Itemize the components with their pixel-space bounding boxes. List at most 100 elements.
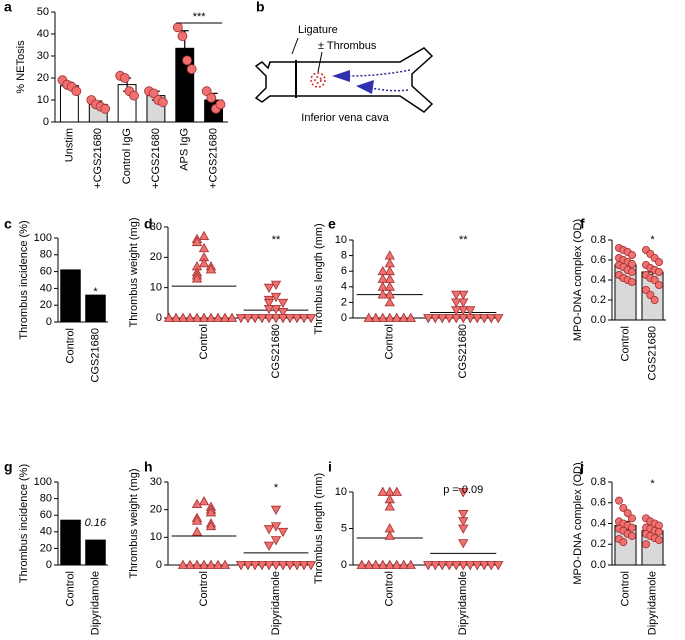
data-point xyxy=(377,273,388,283)
data-point xyxy=(465,561,476,571)
data-point xyxy=(263,541,275,551)
y-tick-label: 20 xyxy=(37,72,49,84)
data-point xyxy=(451,561,462,571)
data-point xyxy=(270,292,282,303)
data-point xyxy=(212,559,224,569)
y-axis-label: MPO-DNA complex (OD) xyxy=(572,219,584,341)
data-point xyxy=(277,298,289,309)
data-point xyxy=(191,312,203,322)
data-point xyxy=(270,536,282,546)
data-point xyxy=(186,64,197,75)
data-point xyxy=(263,304,275,315)
data-point xyxy=(627,514,636,523)
y-tick-label: 60 xyxy=(40,266,52,278)
y-tick-label: 8 xyxy=(341,250,347,262)
y-axis-label: Thrombus incidence (%) xyxy=(18,220,30,339)
data-point xyxy=(363,559,374,569)
data-point xyxy=(619,503,628,512)
data-point xyxy=(363,312,374,322)
data-point xyxy=(263,298,275,309)
y-tick-label: 4 xyxy=(341,281,347,293)
data-point xyxy=(148,88,159,99)
data-point xyxy=(479,561,490,571)
panel-letter: c xyxy=(4,216,12,232)
data-point xyxy=(619,538,628,547)
bar xyxy=(85,294,106,323)
data-point xyxy=(284,314,296,324)
data-point xyxy=(219,312,231,322)
y-tick-label: 0 xyxy=(156,312,162,324)
annotation: * xyxy=(650,478,655,490)
data-point xyxy=(256,561,268,571)
y-tick-label: 0.4 xyxy=(591,274,606,286)
data-point xyxy=(451,306,462,316)
data-point xyxy=(242,314,254,324)
y-tick-label: 10 xyxy=(335,486,347,498)
data-point xyxy=(430,561,441,571)
y-tick-label: 0.8 xyxy=(591,234,606,246)
data-point xyxy=(249,314,261,324)
panel: h Thrombus weight (mg) 0 10 20 30 Control Dipyr… xyxy=(128,459,317,635)
data-point xyxy=(472,561,483,571)
data-point xyxy=(444,561,455,571)
data-point xyxy=(384,530,395,540)
diagram-label: Inferior vena cava xyxy=(301,112,389,124)
data-point xyxy=(627,267,636,276)
data-point xyxy=(458,524,469,534)
data-point xyxy=(377,486,388,496)
y-tick-label: 0 xyxy=(43,116,49,128)
x-tick-label: CGS21680 xyxy=(457,324,469,378)
data-point xyxy=(451,290,462,300)
data-point xyxy=(191,498,203,509)
data-point xyxy=(198,242,210,253)
data-point xyxy=(198,559,210,569)
data-point xyxy=(472,314,483,324)
y-axis-label: % NETosis xyxy=(15,40,27,94)
data-point xyxy=(249,561,261,571)
data-point xyxy=(370,312,381,322)
x-tick-label: +CGS21680 xyxy=(150,128,162,189)
annotation: * xyxy=(93,286,98,298)
data-point xyxy=(423,561,434,571)
data-point xyxy=(430,314,441,324)
panel-letter: i xyxy=(328,459,332,475)
data-point xyxy=(479,314,490,324)
bar xyxy=(60,269,81,323)
y-tick-label: 80 xyxy=(40,493,52,505)
data-point xyxy=(384,297,395,307)
data-point xyxy=(384,250,395,260)
data-point xyxy=(191,559,203,569)
annotation: * xyxy=(274,482,279,494)
data-point xyxy=(377,281,388,291)
y-tick-label: 10 xyxy=(150,531,162,543)
y-tick-label: 6 xyxy=(341,265,347,277)
y-tick-label: 30 xyxy=(150,221,162,233)
y-axis-label: Thrombus incidence (%) xyxy=(18,464,30,583)
arrow-head xyxy=(356,80,374,94)
y-axis-label: Thrombus length (mm) xyxy=(313,223,325,334)
annotation: ** xyxy=(272,234,281,246)
data-point xyxy=(205,520,217,531)
leader xyxy=(317,51,323,73)
flow-arrow xyxy=(371,87,409,92)
data-point xyxy=(398,559,409,569)
y-tick-label: 40 xyxy=(40,526,52,538)
y-axis-label: Thrombus weight (mg) xyxy=(128,468,140,578)
y-tick-label: 10 xyxy=(150,282,162,294)
data-point xyxy=(458,509,469,520)
data-point xyxy=(458,488,469,498)
data-point xyxy=(235,314,247,324)
data-point xyxy=(270,561,282,571)
data-point xyxy=(654,280,663,289)
data-point xyxy=(444,314,455,324)
data-point xyxy=(191,236,203,247)
panel-letter: f xyxy=(580,216,585,232)
data-point xyxy=(242,561,254,571)
data-point xyxy=(458,306,469,316)
data-point xyxy=(191,526,203,536)
data-point xyxy=(458,561,469,571)
panel: a % NETosis 0 10 20 30 40 50 Unstim +CGS21680 Cont… xyxy=(4,0,228,189)
annotation: p = 0.09 xyxy=(443,484,483,496)
